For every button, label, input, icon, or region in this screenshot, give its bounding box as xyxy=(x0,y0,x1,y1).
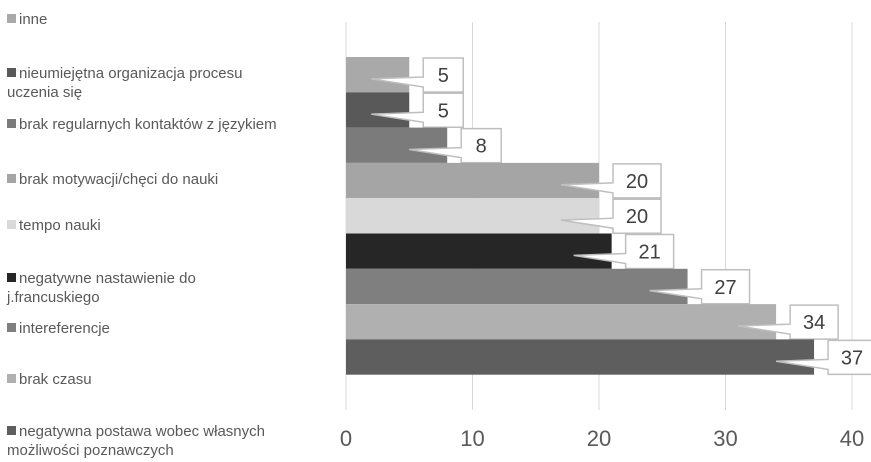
legend-label: negatywne nastawienie do xyxy=(19,270,196,287)
chart-legend: inne nieumiejętna organizacja procesu ucze… xyxy=(0,0,340,462)
data-label: 20 xyxy=(626,206,648,228)
legend-label: tempo nauki xyxy=(19,217,101,234)
data-label: 5 xyxy=(438,65,449,87)
data-label: 27 xyxy=(714,277,736,299)
bar xyxy=(346,233,612,269)
bar xyxy=(346,162,599,199)
data-label-callout xyxy=(775,339,871,376)
legend-item: brak motywacji/chęci do nauki xyxy=(7,170,337,189)
legend-item: inne xyxy=(7,10,337,29)
legend-swatch xyxy=(7,14,16,23)
data-label-callout xyxy=(649,269,751,305)
legend-item: negatywne nastawienie do j.francuskiego xyxy=(7,269,337,307)
legend-item: nieumiejętna organizacja procesu uczenia … xyxy=(7,64,337,102)
legend-label: j.francuskiego xyxy=(7,289,100,306)
legend-swatch xyxy=(7,426,16,435)
legend-swatch xyxy=(7,374,16,383)
data-label-callout xyxy=(573,233,675,270)
legend-item: negatywna postawa wobec własnych możliwoś… xyxy=(7,422,337,460)
x-tick-label: 0 xyxy=(340,426,352,451)
legend-label: nieumiejętna organizacja procesu xyxy=(19,65,243,82)
x-tick-label: 10 xyxy=(460,426,484,451)
legend-item: intereferencje xyxy=(7,319,337,338)
bar xyxy=(346,198,599,234)
legend-item: brak czasu xyxy=(7,370,337,389)
data-label: 5 xyxy=(438,100,449,122)
data-label: 20 xyxy=(626,171,648,193)
legend-swatch xyxy=(7,220,16,229)
bar xyxy=(346,127,448,163)
bar xyxy=(346,268,688,305)
data-label-callout xyxy=(371,57,464,93)
legend-swatch xyxy=(7,119,16,128)
data-label-callout xyxy=(560,163,662,199)
data-label-callout xyxy=(737,304,839,340)
legend-label: inne xyxy=(19,11,48,28)
bar xyxy=(346,92,410,128)
legend-label: brak czasu xyxy=(19,371,92,388)
legend-item: tempo nauki xyxy=(7,216,337,235)
legend-item: brak regularnych kontaktów z językiem xyxy=(7,115,337,134)
bar xyxy=(346,57,410,93)
legend-swatch xyxy=(7,323,16,332)
data-label-callout xyxy=(409,127,502,164)
legend-label: brak regularnych kontaktów z językiem xyxy=(19,116,277,133)
legend-label: intereferencje xyxy=(19,320,110,337)
legend-swatch xyxy=(7,174,16,183)
data-label: 37 xyxy=(841,347,863,369)
x-tick-label: 40 xyxy=(840,426,864,451)
legend-swatch xyxy=(7,273,16,282)
legend-label: negatywna postawa wobec własnych xyxy=(19,423,265,440)
x-tick-label: 30 xyxy=(713,426,737,451)
legend-label: możliwości poznawczych xyxy=(7,442,174,459)
data-label: 34 xyxy=(803,312,825,334)
bar xyxy=(346,304,777,340)
data-label: 8 xyxy=(476,136,487,158)
bar xyxy=(346,339,815,375)
legend-label: brak motywacji/chęci do nauki xyxy=(19,171,219,188)
data-label-callout xyxy=(560,198,662,234)
data-label: 21 xyxy=(639,242,661,264)
x-tick-label: 20 xyxy=(587,426,611,451)
legend-swatch xyxy=(7,68,16,77)
data-label-callout xyxy=(371,92,464,129)
legend-label: uczenia się xyxy=(7,84,83,101)
